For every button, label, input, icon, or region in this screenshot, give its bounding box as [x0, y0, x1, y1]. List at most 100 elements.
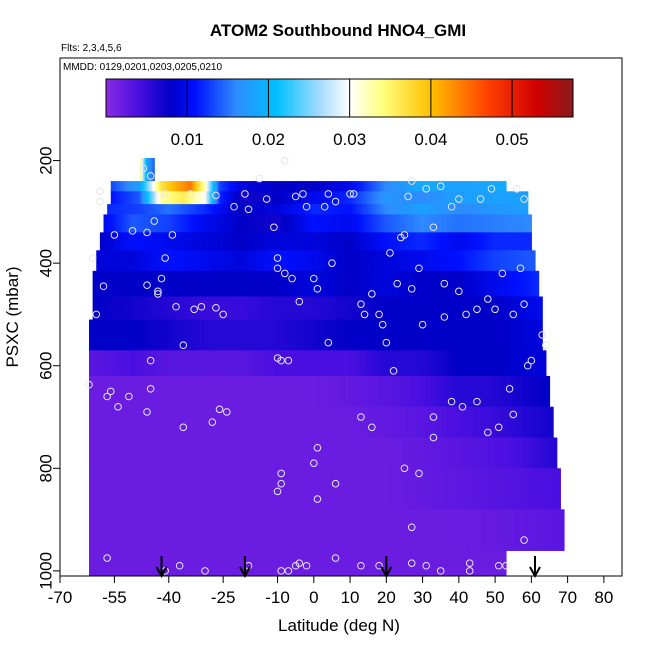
curtain-cell: [308, 270, 311, 298]
curtain-cell: [409, 204, 413, 216]
curtain-cell: [389, 204, 393, 216]
curtain-cell: [103, 296, 106, 321]
curtain-cell: [212, 181, 215, 192]
curtain-cell: [161, 468, 164, 510]
curtain-cell: [464, 319, 467, 351]
curtain-cell: [350, 350, 353, 377]
curtain-cell: [317, 509, 320, 551]
curtain-cell: [333, 437, 337, 469]
curtain-cell: [496, 509, 500, 551]
curtain-cell: [471, 214, 474, 233]
curtain-cell: [183, 270, 186, 298]
curtain-cell: [478, 204, 482, 216]
sample-point: [455, 287, 463, 296]
curtain-cell: [370, 204, 373, 216]
curtain-cell: [159, 214, 163, 233]
curtain-cell: [275, 296, 279, 321]
curtain-cell: [328, 204, 331, 216]
curtain-cell: [560, 509, 563, 551]
curtain-cell: [199, 509, 203, 551]
curtain-cell: [279, 214, 282, 233]
curtain-cell: [105, 406, 108, 439]
curtain-cell: [350, 191, 353, 205]
curtain-cell: [244, 181, 248, 192]
curtain-cell: [449, 468, 453, 510]
curtain-cell: [195, 468, 199, 510]
curtain-cell: [273, 296, 277, 321]
sample-point: [146, 172, 155, 180]
curtain-cell: [255, 250, 259, 272]
curtain-cell: [177, 509, 181, 551]
curtain-cell: [235, 250, 239, 272]
curtain-cell: [397, 468, 400, 510]
curtain-cell: [264, 204, 268, 216]
curtain-cell: [424, 214, 427, 233]
curtain-cell: [424, 406, 427, 439]
curtain-cell: [382, 550, 386, 576]
curtain-cell: [217, 191, 221, 205]
curtain-cell: [205, 509, 208, 551]
curtain-cell: [270, 468, 273, 510]
curtain-cell: [411, 250, 415, 272]
curtain-cell: [197, 319, 201, 351]
curtain-cell: [428, 375, 431, 408]
curtain-cell: [353, 350, 357, 377]
curtain-cell: [348, 270, 351, 298]
curtain-cell: [282, 250, 286, 272]
curtain-cell: [444, 181, 447, 192]
curtain-cell: [270, 214, 273, 233]
curtain-cell: [208, 509, 212, 551]
curtain-cell: [136, 181, 139, 192]
curtain-cell: [319, 550, 322, 576]
curtain-cell: [176, 250, 179, 272]
curtain-cell: [469, 375, 473, 408]
curtain-cell: [282, 437, 286, 469]
curtain-cell: [411, 350, 415, 377]
curtain-cell: [286, 406, 290, 439]
curtain-cell: [469, 214, 473, 233]
curtain-cell: [139, 270, 143, 298]
curtain-cell: [371, 375, 375, 408]
curtain-cell: [177, 250, 181, 272]
curtain-cell: [221, 214, 224, 233]
curtain-cell: [475, 181, 478, 192]
curtain-cell: [308, 468, 311, 510]
curtain-cell: [393, 250, 396, 272]
curtain-cell: [101, 437, 105, 469]
curtain-cell: [290, 319, 293, 351]
curtain-cell: [458, 191, 462, 205]
curtain-cell: [431, 509, 435, 551]
curtain-cell: [330, 232, 333, 251]
curtain-cell: [313, 437, 317, 469]
curtain-cell: [495, 350, 498, 377]
curtain-cell: [404, 214, 407, 233]
curtain-cell: [264, 191, 268, 205]
curtain-cell: [123, 181, 126, 192]
curtain-cell: [215, 350, 219, 377]
curtain-cell: [382, 319, 386, 351]
curtain-cell: [489, 270, 493, 298]
curtain-cell: [121, 406, 125, 439]
curtain-cell: [337, 350, 340, 377]
curtain-cell: [324, 181, 328, 192]
curtain-cell: [90, 437, 94, 469]
curtain-cell: [504, 204, 507, 216]
curtain-cell: [344, 232, 348, 251]
curtain-cell: [201, 191, 204, 205]
curtain-cell: [449, 232, 453, 251]
curtain-cell: [217, 181, 221, 192]
curtain-cell: [161, 296, 164, 321]
curtain-cell: [500, 204, 503, 216]
curtain-cell: [504, 375, 507, 408]
curtain-cell: [393, 191, 396, 205]
curtain-cell: [143, 406, 146, 439]
curtain-cell: [469, 250, 473, 272]
curtain-cell: [114, 204, 117, 216]
sample-point: [172, 302, 180, 311]
curtain-cell: [203, 350, 206, 377]
curtain-cell: [391, 214, 395, 233]
curtain-cell: [424, 550, 427, 576]
curtain-cell: [302, 437, 306, 469]
curtain-cell: [194, 319, 197, 351]
curtain-cell: [192, 550, 195, 576]
